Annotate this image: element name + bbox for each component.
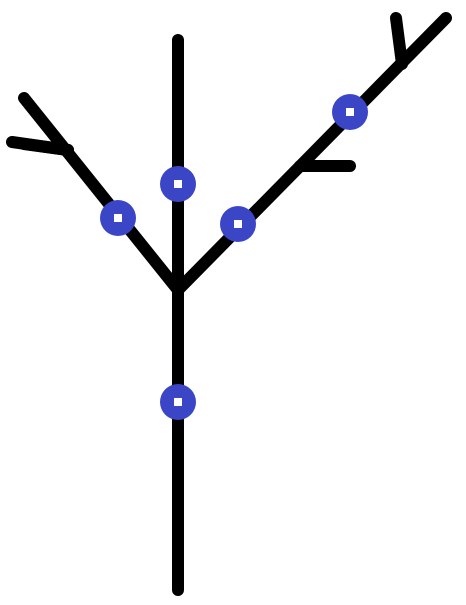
right-branch-lower-node <box>220 206 256 242</box>
center-branch-node-center <box>174 180 182 188</box>
left-branch-node <box>100 200 136 236</box>
left-branch-twig-lower-stroke <box>18 138 74 156</box>
trunk-node <box>160 384 196 420</box>
left-branch-node-center <box>114 214 122 222</box>
right-branch-twig-top-stroke <box>390 12 408 70</box>
right-branch-upper-node-center <box>346 108 354 116</box>
right-branch-upper-node <box>332 94 368 130</box>
tree-nodes <box>100 94 368 420</box>
center-branch-node <box>160 166 196 202</box>
left-branch-stroke <box>18 92 184 296</box>
tree-strokes <box>6 12 452 596</box>
right-branch-lower-node-center <box>234 220 242 228</box>
trunk-node-center <box>174 398 182 406</box>
